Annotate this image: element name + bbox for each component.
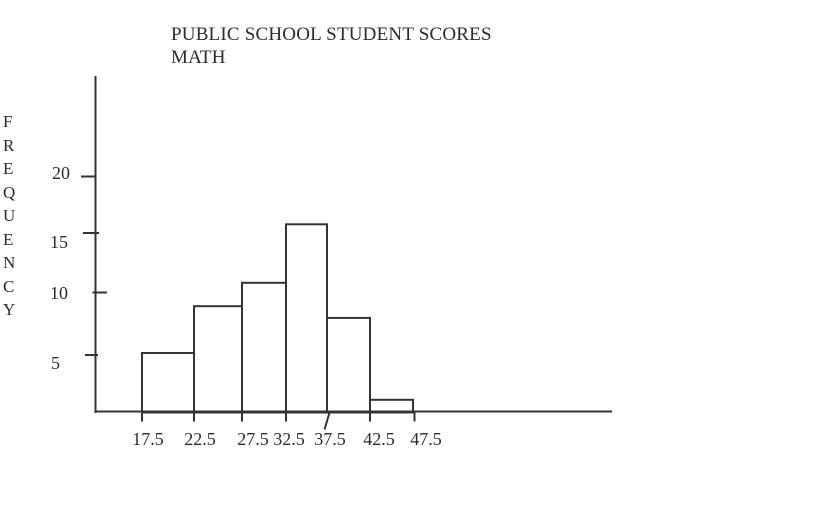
y-axis-label-letter: E [3, 229, 14, 249]
y-axis-label-letter: R [3, 135, 15, 155]
y-axis-label-letter: Q [3, 182, 16, 202]
x-tick-label: 47.5 [410, 429, 442, 449]
y-axis-label-letter: N [3, 253, 16, 272]
y-axis-label-letter: C [3, 276, 15, 296]
y-tick-label: 20 [52, 163, 70, 183]
chart-title-line1: PUBLIC SCHOOL STUDENT SCORES [171, 24, 492, 45]
y-tick-label: 5 [51, 353, 60, 373]
x-tick-label: 42.5 [363, 429, 395, 449]
y-tick-label: 15 [50, 232, 68, 252]
x-tick-label: 37.5 [314, 429, 346, 449]
y-axis-label-letter: U [3, 206, 16, 225]
y-axis-label-letter: Y [3, 300, 16, 319]
histogram-bar [326, 316, 371, 414]
histogram-bar [193, 305, 243, 414]
x-tick-label: 32.5 [273, 429, 305, 449]
y-axis-label-letter: E [3, 159, 14, 178]
chart-title: PUBLIC SCHOOL STUDENT SCORES MATH [171, 23, 492, 69]
histogram-bar [141, 352, 195, 414]
x-tick-label: 27.5 [237, 429, 269, 449]
chart-title-line2: MATH [171, 47, 226, 68]
y-tick-label: 10 [50, 283, 68, 303]
x-tick-mark-slanted [323, 410, 331, 430]
y-axis-label-letter: F [3, 112, 13, 131]
x-tick-label: 17.5 [132, 429, 164, 449]
x-tick-label: 22.5 [184, 429, 216, 449]
histogram-bar [241, 281, 287, 414]
histogram-bar [285, 223, 328, 414]
